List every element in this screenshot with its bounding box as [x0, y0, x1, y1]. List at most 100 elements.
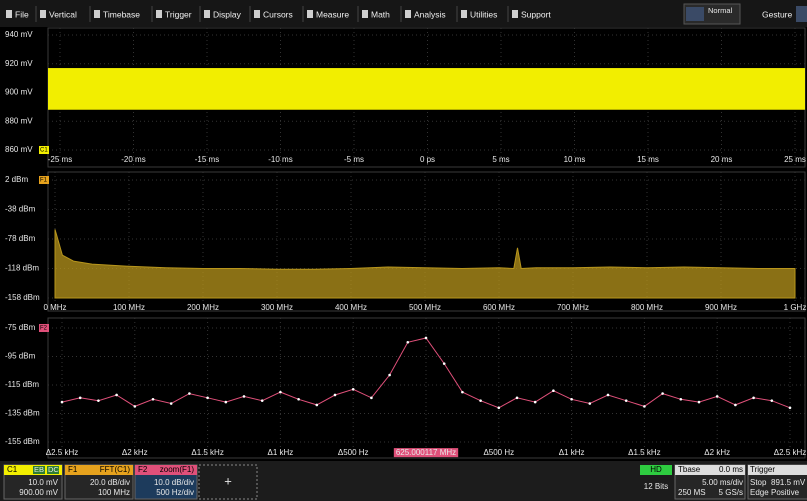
mode-label: Normal — [708, 6, 733, 15]
menu-bar — [0, 0, 807, 27]
f1-scale: 20.0 dB/div — [90, 478, 130, 487]
menu-icon — [94, 10, 100, 18]
trace-tag-label: F1 — [40, 178, 48, 184]
zoom-point — [606, 393, 610, 397]
zoom-point — [115, 393, 118, 397]
zoom-point — [169, 402, 173, 405]
x-tick-label: Δ500 Hz — [483, 448, 514, 457]
f1-name: FFT(C1) — [100, 465, 131, 474]
x-tick-label: 5 ms — [492, 155, 509, 164]
x-tick-label: Δ2 kHz — [122, 448, 148, 457]
y-tick-label: 880 mV — [5, 116, 33, 125]
zoom-point — [643, 405, 646, 408]
menu-icon — [254, 10, 260, 18]
menu-item[interactable]: Math — [371, 9, 390, 19]
trace-tag — [39, 324, 49, 332]
gesture-label[interactable]: Gesture — [762, 9, 793, 19]
x-tick-label: 20 ms — [711, 155, 733, 164]
menu-item[interactable]: Timebase — [103, 9, 140, 19]
zoom-point — [679, 397, 683, 401]
add-box[interactable] — [198, 464, 258, 500]
f1-span: 100 MHz — [98, 488, 130, 497]
trigger-head — [748, 465, 807, 475]
zoom-point — [570, 397, 573, 401]
y-tick-label: 920 mV — [5, 59, 33, 68]
x-tick-label: 800 MHz — [631, 303, 663, 312]
timebase-label: Tbase — [678, 465, 701, 474]
flag — [47, 466, 59, 474]
gesture-icon — [796, 6, 807, 22]
zoom-point — [297, 397, 300, 401]
trace-tag-label: F2 — [40, 326, 48, 332]
zoom-point — [770, 399, 774, 402]
timebase-delay: 0.0 ms — [719, 465, 743, 474]
y-tick-label: -155 dBm — [5, 437, 40, 446]
x-tick-label: 25 ms — [784, 155, 806, 164]
zoom-point — [552, 389, 555, 393]
y-tick-label: -158 dBm — [5, 293, 40, 302]
menu-icon — [362, 10, 368, 18]
menu-item[interactable]: Cursors — [263, 9, 293, 19]
c1-flag: EB — [34, 465, 44, 474]
y-tick-label: 900 mV — [5, 88, 33, 97]
x-tick-label: Δ1.5 kHz — [191, 448, 223, 457]
y-tick-label: -118 dBm — [5, 264, 39, 273]
zoom-point — [715, 395, 719, 398]
f2-scale: 10.0 dB/div — [154, 478, 194, 487]
x-tick-label: 15 ms — [637, 155, 659, 164]
menu-item[interactable]: Trigger — [165, 9, 192, 19]
x-tick-label: -5 ms — [344, 155, 364, 164]
menu-icon — [512, 10, 518, 18]
x-tick-label: Δ1 kHz — [559, 448, 585, 457]
zoom-point — [734, 403, 737, 407]
x-tick-label: 625.000117 MHz — [396, 448, 456, 457]
f2-head — [135, 465, 197, 475]
c1-scale: 10.0 mV — [28, 478, 58, 487]
center-frequency-box — [393, 448, 459, 458]
x-tick-label: 200 MHz — [187, 303, 219, 312]
trace-tag — [39, 146, 49, 154]
zoom-point — [279, 390, 282, 394]
x-tick-label: 300 MHz — [261, 303, 293, 312]
trigger-slope: Positive — [771, 488, 800, 497]
y-tick-label: -38 dBm — [5, 205, 36, 214]
trigger-type: Edge — [750, 488, 769, 497]
menu-item[interactable]: Measure — [316, 9, 349, 19]
zoom-point — [151, 397, 155, 401]
menu-icon — [204, 10, 210, 18]
y-tick-label: 2 dBm — [5, 175, 28, 184]
spectrum — [54, 229, 796, 299]
zoom-point — [224, 400, 228, 404]
trace-tag-label: C1 — [40, 148, 48, 154]
zoom-point — [588, 402, 592, 405]
menu-item[interactable]: File — [15, 9, 29, 19]
zoom-point — [624, 399, 628, 402]
zoom-point — [315, 403, 319, 407]
y-tick-label: -95 dBm — [5, 352, 36, 361]
x-tick-label: -20 ms — [121, 155, 145, 164]
menu-item[interactable]: Support — [521, 9, 551, 19]
zoom-point — [370, 396, 373, 400]
zoom-point — [461, 390, 464, 394]
add-label: + — [224, 473, 232, 488]
f2-name: zoom(F1) — [160, 465, 195, 474]
menu-item[interactable]: Utilities — [470, 9, 497, 19]
menu-item[interactable]: Vertical — [49, 9, 77, 19]
trace-tag — [39, 176, 49, 184]
y-tick-label: -115 dBm — [5, 380, 39, 389]
y-tick-label: -75 dBm — [5, 323, 36, 332]
c1-label: C1 — [7, 465, 18, 474]
x-tick-label: -10 ms — [268, 155, 292, 164]
zoom-point — [206, 396, 209, 400]
zoom-point — [97, 399, 100, 402]
y-tick-label: -135 dBm — [5, 409, 40, 418]
timebase-div: 5.00 ms/div — [702, 478, 743, 487]
zoom-point — [60, 400, 64, 404]
hd-head — [640, 465, 672, 475]
zoom-point — [697, 400, 701, 404]
menu-item[interactable]: Analysis — [414, 9, 446, 19]
zoom-point — [260, 399, 264, 402]
menu-item[interactable]: Display — [213, 9, 242, 19]
zoom-point — [333, 393, 337, 397]
trigger-level: 891.5 mV — [771, 478, 806, 487]
